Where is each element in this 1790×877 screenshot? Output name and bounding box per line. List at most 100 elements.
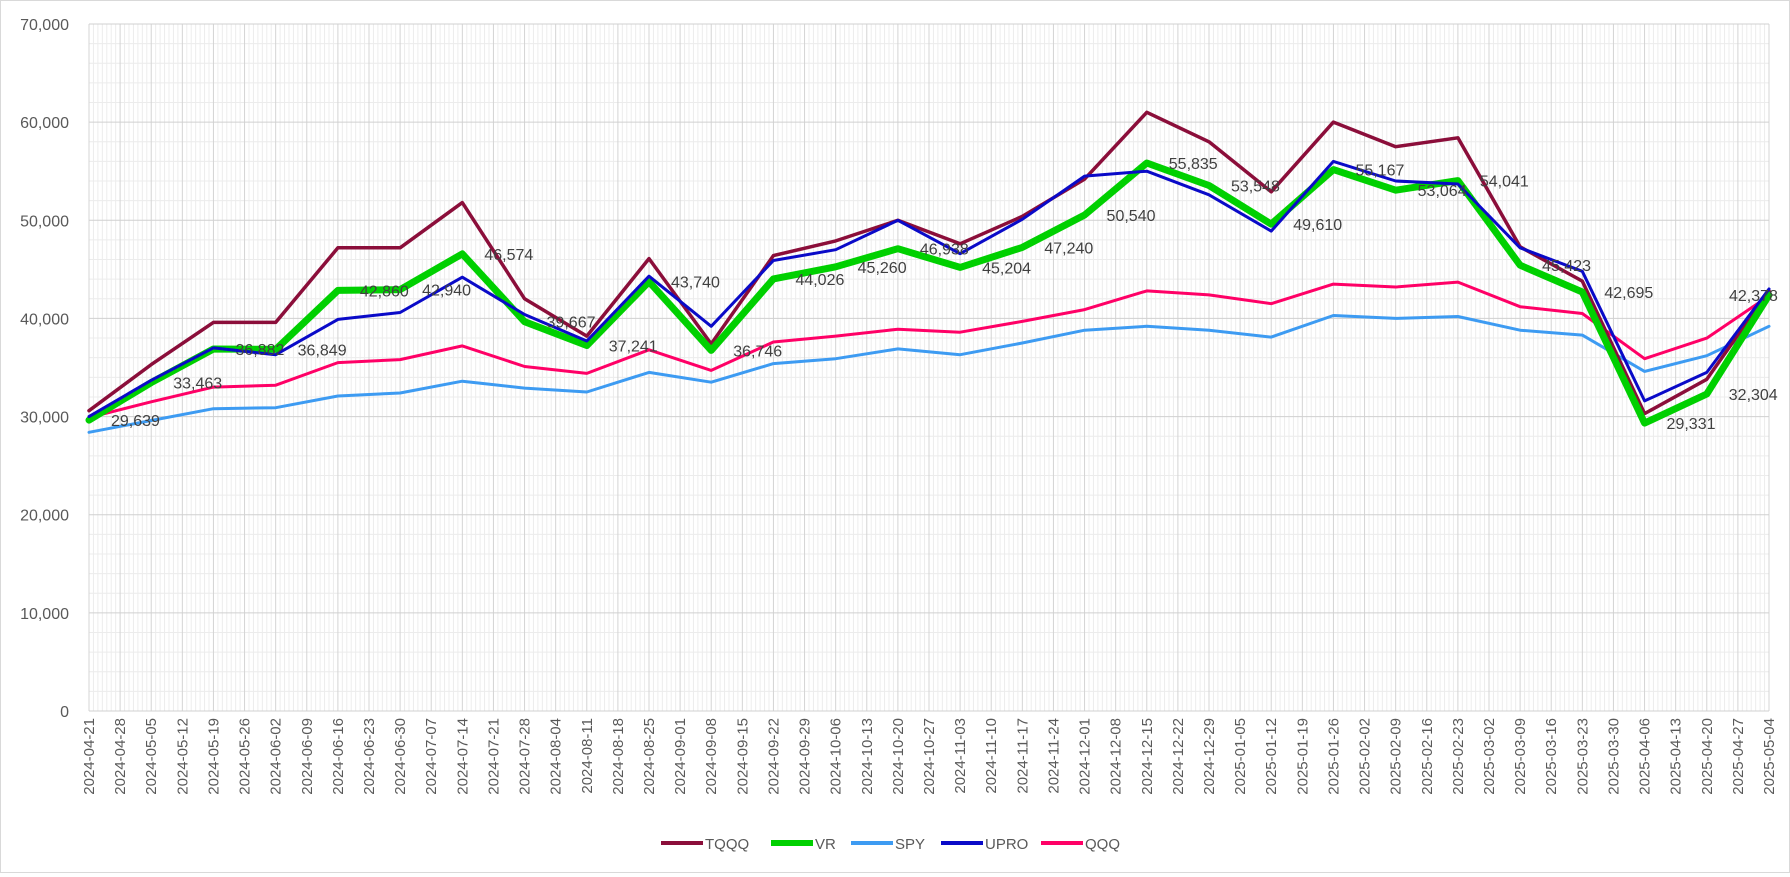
series-line-vr bbox=[85, 159, 1773, 427]
data-label: 45,204 bbox=[982, 260, 1031, 277]
x-tick-label: 2024-08-11 bbox=[579, 718, 596, 794]
x-tick-label: 2024-06-16 bbox=[330, 718, 347, 795]
x-tick-label: 2025-03-16 bbox=[1543, 718, 1560, 795]
legend-item-vr: VR bbox=[771, 836, 836, 853]
y-tick-label: 70,000 bbox=[20, 17, 69, 34]
data-label: 53,064 bbox=[1418, 183, 1467, 200]
legend-label: TQQQ bbox=[705, 836, 749, 853]
data-label: 39,667 bbox=[547, 315, 596, 332]
x-tick-label: 2024-09-01 bbox=[672, 718, 689, 795]
x-tick-label: 2025-02-16 bbox=[1419, 718, 1436, 795]
x-tick-label: 2024-11-03 bbox=[952, 718, 969, 794]
x-tick-label: 2025-02-23 bbox=[1450, 718, 1467, 795]
x-tick-label: 2024-12-22 bbox=[1170, 718, 1187, 795]
x-tick-label: 2024-07-28 bbox=[517, 718, 534, 795]
data-label: 37,241 bbox=[609, 339, 658, 356]
data-label: 36,849 bbox=[298, 342, 347, 359]
y-tick-label: 50,000 bbox=[20, 213, 69, 230]
x-tick-label: 2024-08-04 bbox=[548, 718, 565, 795]
data-label: 54,041 bbox=[1480, 174, 1529, 191]
data-label: 45,260 bbox=[858, 260, 907, 277]
data-label: 44,026 bbox=[795, 272, 844, 289]
y-tick-label: 60,000 bbox=[20, 115, 69, 132]
data-label: 36,882 bbox=[235, 342, 284, 359]
x-tick-label: 2024-12-29 bbox=[1201, 718, 1218, 795]
data-label: 46,574 bbox=[484, 247, 533, 264]
x-tick-label: 2024-08-18 bbox=[610, 718, 627, 795]
x-tick-label: 2024-04-28 bbox=[112, 718, 129, 795]
x-tick-label: 2025-02-09 bbox=[1388, 718, 1405, 795]
data-labels: 29,639 33,463 36,882 36,849 42,860 42,940 46,5… bbox=[111, 156, 1778, 433]
legend-label: UPRO bbox=[985, 836, 1028, 853]
y-tick-label: 0 bbox=[60, 704, 69, 721]
x-tick-label: 2024-07-07 bbox=[423, 718, 440, 795]
legend-item-upro: UPRO bbox=[941, 836, 1028, 853]
x-tick-label: 2024-10-13 bbox=[859, 718, 876, 795]
y-tick-label: 30,000 bbox=[20, 410, 69, 427]
legend-label: VR bbox=[815, 836, 836, 853]
data-label: 43,740 bbox=[671, 275, 720, 292]
data-label: 29,331 bbox=[1667, 416, 1716, 433]
x-tick-label: 2024-08-25 bbox=[641, 718, 658, 795]
x-tick-label: 2024-09-22 bbox=[765, 718, 782, 795]
x-tick-label: 2025-02-02 bbox=[1357, 718, 1374, 795]
data-label: 42,378 bbox=[1729, 288, 1778, 305]
data-label: 50,540 bbox=[1107, 208, 1156, 225]
legend-label: SPY bbox=[895, 836, 925, 853]
x-tick-label: 2024-05-12 bbox=[174, 718, 191, 795]
data-label: 47,240 bbox=[1044, 240, 1093, 257]
x-tick-label: 2024-06-30 bbox=[392, 718, 409, 795]
data-label: 55,167 bbox=[1355, 163, 1404, 180]
series-line-tqqq bbox=[87, 110, 1771, 416]
x-tick-label: 2024-05-26 bbox=[237, 718, 254, 795]
x-tick-label: 2025-01-19 bbox=[1294, 718, 1311, 795]
x-tick-label: 2024-10-20 bbox=[890, 718, 907, 795]
data-label: 53,548 bbox=[1231, 178, 1280, 195]
data-label: 32,304 bbox=[1729, 387, 1778, 404]
series-line-upro bbox=[87, 159, 1771, 419]
x-tick-label: 2024-10-27 bbox=[921, 718, 938, 795]
series-line-spy bbox=[87, 314, 1771, 434]
x-tick-label: 2025-01-05 bbox=[1232, 718, 1249, 795]
legend-item-spy: SPY bbox=[851, 836, 925, 853]
x-tick-label: 2025-05-04 bbox=[1761, 718, 1778, 795]
x-tick-label: 2024-09-15 bbox=[734, 718, 751, 795]
x-tick-label: 2024-12-15 bbox=[1139, 718, 1156, 795]
x-tick-label: 2024-09-08 bbox=[703, 718, 720, 795]
data-label: 29,639 bbox=[111, 413, 160, 430]
x-tick-label: 2024-05-19 bbox=[205, 718, 222, 795]
x-tick-label: 2025-04-06 bbox=[1637, 718, 1654, 795]
data-label: 49,610 bbox=[1293, 217, 1342, 234]
y-tick-label: 40,000 bbox=[20, 311, 69, 328]
x-tick-label: 2024-05-05 bbox=[143, 718, 160, 795]
x-tick-label: 2024-06-02 bbox=[268, 718, 285, 795]
series-line-qqq bbox=[87, 280, 1771, 420]
x-tick-label: 2025-01-12 bbox=[1263, 718, 1280, 795]
major-grid bbox=[88, 23, 1770, 712]
data-label: 42,695 bbox=[1604, 285, 1653, 302]
x-tick-label: 2024-09-29 bbox=[797, 718, 814, 795]
legend-item-qqq: QQQ bbox=[1041, 836, 1120, 853]
data-label: 42,940 bbox=[422, 283, 471, 300]
x-tick-label: 2025-03-30 bbox=[1605, 718, 1622, 795]
data-label: 42,860 bbox=[360, 283, 409, 300]
x-tick-label: 2025-04-27 bbox=[1730, 718, 1747, 795]
legend-item-tqqq: TQQQ bbox=[661, 836, 749, 853]
x-tick-label: 2025-03-02 bbox=[1481, 718, 1498, 795]
data-label: 55,835 bbox=[1169, 156, 1218, 173]
x-tick-label: 2024-07-14 bbox=[454, 718, 471, 795]
x-tick-label: 2025-01-26 bbox=[1325, 718, 1342, 795]
legend-label: QQQ bbox=[1085, 836, 1120, 853]
legend: TQQQ VR SPY UPRO QQQ bbox=[661, 836, 1120, 853]
x-tick-label: 2024-07-21 bbox=[485, 718, 502, 795]
x-tick-label: 2024-12-08 bbox=[1108, 718, 1125, 795]
x-tick-label: 2024-11-24 bbox=[1045, 718, 1062, 794]
x-tick-label: 2024-11-10 bbox=[983, 718, 1000, 794]
x-tick-label: 2024-06-09 bbox=[299, 718, 316, 795]
x-tick-label: 2024-06-23 bbox=[361, 718, 378, 795]
data-label: 45,423 bbox=[1542, 258, 1591, 275]
x-tick-label: 2025-04-20 bbox=[1699, 718, 1716, 795]
x-tick-label: 2025-04-13 bbox=[1668, 718, 1685, 795]
